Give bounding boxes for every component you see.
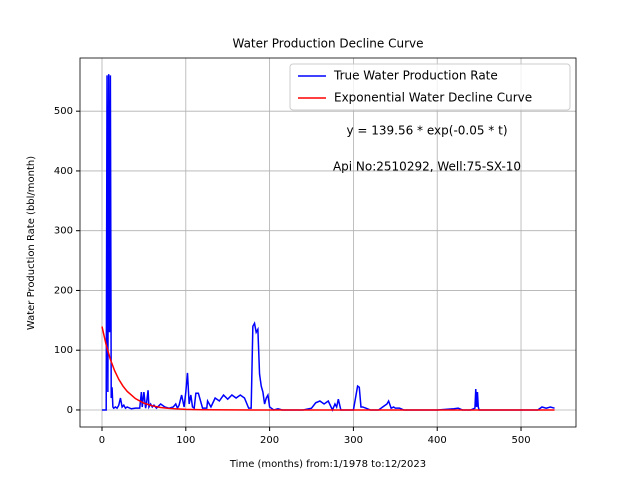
x-axis-label: Time (months) from:1/1978 to:12/2023 <box>229 459 426 470</box>
y-tick-label: 200 <box>54 285 73 296</box>
plot-frame <box>79 57 577 428</box>
series-line <box>101 326 555 411</box>
legend-box <box>289 63 571 111</box>
y-tick-label: 100 <box>54 345 73 356</box>
legend-label: Exponential Water Decline Curve <box>334 91 532 105</box>
y-tick-label: 500 <box>54 106 73 117</box>
y-tick-label: 0 <box>67 405 73 416</box>
y-tick-label: 300 <box>54 226 73 237</box>
y-axis-label: Water Production Rate (bbl/month) <box>26 156 37 330</box>
series-line <box>102 74 555 412</box>
x-tick-label: 0 <box>99 435 105 446</box>
annotation: Api No:2510292, Well:75-SX-10 <box>333 160 521 174</box>
x-tick-label: 500 <box>511 435 530 446</box>
chart-title: Water Production Decline Curve <box>232 37 423 51</box>
legend-label: True Water Production Rate <box>333 69 498 83</box>
x-tick-label: 100 <box>176 435 195 446</box>
y-tick-label: 400 <box>54 166 73 177</box>
x-tick-label: 400 <box>428 435 447 446</box>
x-tick-label: 300 <box>344 435 363 446</box>
annotation: y = 139.56 * exp(-0.05 * t) <box>346 124 507 138</box>
x-tick-label: 200 <box>260 435 279 446</box>
